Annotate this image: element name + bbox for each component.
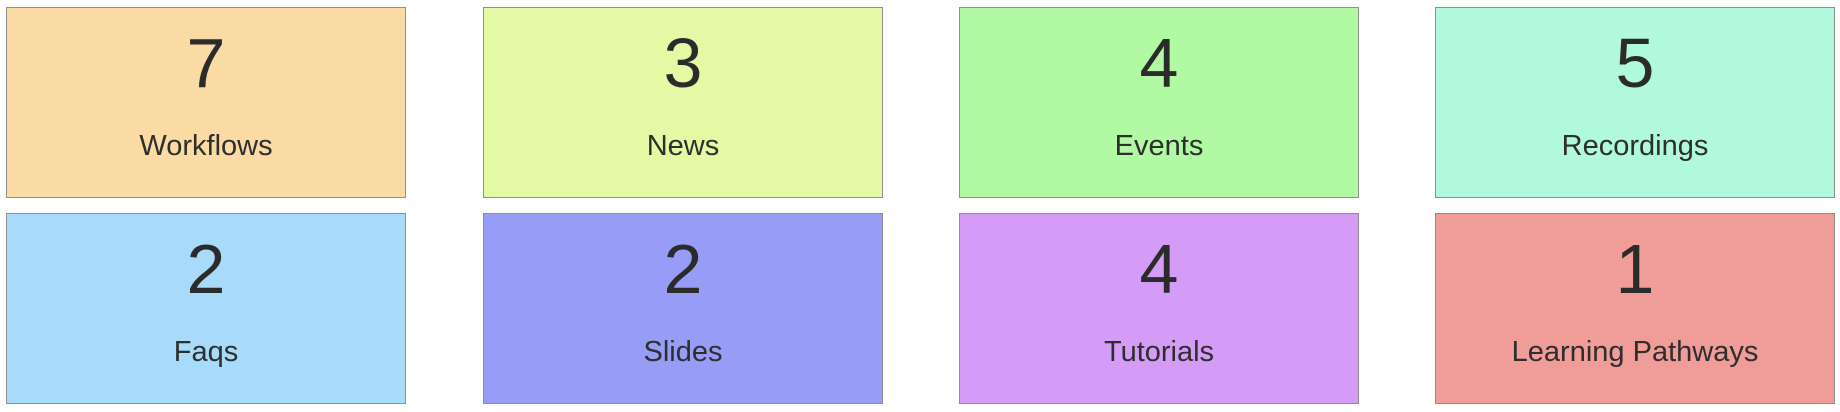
tile-slides[interactable]: 2 Slides bbox=[483, 213, 883, 404]
tile-label: Learning Pathways bbox=[1511, 336, 1759, 368]
tile-label: News bbox=[646, 130, 720, 162]
tile-recordings[interactable]: 5 Recordings bbox=[1435, 7, 1835, 198]
tile-count: 2 bbox=[663, 230, 703, 308]
tile-count: 7 bbox=[186, 24, 226, 102]
tile-count: 5 bbox=[1615, 24, 1655, 102]
tile-faqs[interactable]: 2 Faqs bbox=[6, 213, 406, 404]
tile-events[interactable]: 4 Events bbox=[959, 7, 1359, 198]
tile-label: Events bbox=[1114, 130, 1204, 162]
tile-label: Faqs bbox=[173, 336, 239, 368]
tile-news[interactable]: 3 News bbox=[483, 7, 883, 198]
tile-count: 3 bbox=[663, 24, 703, 102]
tile-workflows[interactable]: 7 Workflows bbox=[6, 7, 406, 198]
tile-label: Tutorials bbox=[1103, 336, 1215, 368]
tile-count: 2 bbox=[186, 230, 226, 308]
tile-learning-pathways[interactable]: 1 Learning Pathways bbox=[1435, 213, 1835, 404]
tile-count: 4 bbox=[1139, 24, 1179, 102]
tile-count: 4 bbox=[1139, 230, 1179, 308]
tile-count: 1 bbox=[1615, 230, 1655, 308]
tile-label: Recordings bbox=[1561, 130, 1709, 162]
tile-tutorials[interactable]: 4 Tutorials bbox=[959, 213, 1359, 404]
tile-label: Workflows bbox=[139, 130, 273, 162]
tile-label: Slides bbox=[643, 336, 723, 368]
